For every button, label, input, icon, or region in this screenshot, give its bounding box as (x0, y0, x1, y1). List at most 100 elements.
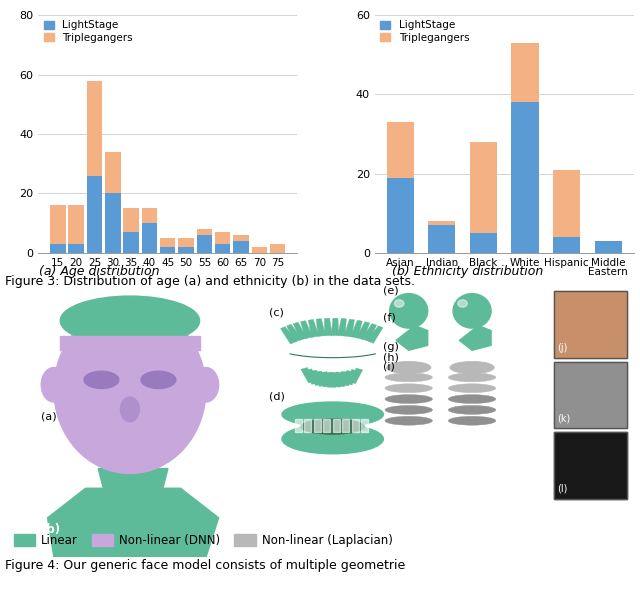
Polygon shape (47, 488, 219, 557)
Bar (333, 419, 340, 432)
Bar (50, 244, 65, 253)
Bar (387, 122, 413, 178)
Bar (196, 235, 212, 253)
Bar (179, 247, 194, 253)
Bar (554, 432, 627, 499)
Ellipse shape (448, 373, 496, 382)
Ellipse shape (385, 373, 433, 382)
Bar (215, 244, 230, 253)
Ellipse shape (448, 395, 496, 404)
Bar (342, 419, 349, 432)
Text: (e): (e) (383, 286, 399, 295)
Text: Ethnicity: Ethnicity (574, 316, 629, 329)
Bar (554, 291, 627, 357)
Bar (553, 237, 580, 253)
Polygon shape (325, 372, 332, 387)
Ellipse shape (193, 367, 219, 402)
Bar (142, 208, 157, 223)
Polygon shape (301, 320, 313, 339)
Polygon shape (293, 322, 307, 340)
Bar (470, 142, 497, 233)
Bar (124, 232, 139, 253)
Polygon shape (362, 323, 376, 341)
Bar (234, 235, 249, 241)
Legend: LightStage, Triplegangers: LightStage, Triplegangers (378, 18, 472, 44)
Polygon shape (99, 468, 168, 493)
Ellipse shape (60, 296, 200, 345)
Bar (314, 419, 321, 432)
Bar (87, 80, 102, 175)
Bar (554, 432, 627, 499)
Polygon shape (338, 319, 346, 336)
Polygon shape (336, 372, 343, 387)
Text: (b) Ethnicity distribution: (b) Ethnicity distribution (392, 265, 543, 278)
Ellipse shape (141, 371, 176, 389)
Ellipse shape (448, 417, 496, 425)
Polygon shape (315, 371, 324, 386)
Ellipse shape (120, 397, 140, 421)
Bar (511, 43, 539, 102)
Polygon shape (356, 322, 370, 340)
Text: (d): (d) (269, 392, 285, 401)
Polygon shape (308, 319, 319, 337)
Ellipse shape (394, 300, 404, 307)
Polygon shape (305, 369, 316, 384)
Ellipse shape (54, 306, 206, 473)
Bar (323, 419, 330, 432)
Ellipse shape (385, 406, 433, 414)
Ellipse shape (450, 361, 494, 374)
Ellipse shape (84, 371, 119, 389)
Text: (a) Age distribution: (a) Age distribution (39, 265, 159, 278)
Ellipse shape (458, 300, 467, 307)
Polygon shape (316, 319, 326, 336)
Bar (68, 205, 84, 244)
Bar (179, 238, 194, 247)
Polygon shape (331, 372, 338, 387)
Ellipse shape (387, 361, 431, 374)
Bar (142, 223, 157, 253)
Bar (387, 178, 413, 253)
Polygon shape (320, 372, 328, 387)
Ellipse shape (301, 419, 364, 434)
Ellipse shape (282, 424, 383, 454)
Text: Age interval (yrs): Age interval (yrs) (156, 300, 253, 310)
Bar (595, 241, 622, 253)
Polygon shape (340, 371, 348, 387)
Text: Figure 3: Distribution of age (a) and ethnicity (b) in the data sets.: Figure 3: Distribution of age (a) and et… (5, 275, 415, 288)
Legend: Linear, Non-linear (DNN), Non-linear (Laplacian): Linear, Non-linear (DNN), Non-linear (La… (9, 529, 397, 551)
Bar (428, 221, 455, 225)
Polygon shape (396, 326, 428, 350)
Ellipse shape (448, 384, 496, 393)
Polygon shape (344, 370, 353, 386)
Text: (b): (b) (41, 523, 60, 535)
Ellipse shape (390, 294, 428, 328)
Polygon shape (310, 370, 319, 385)
Bar (270, 244, 285, 253)
Polygon shape (287, 324, 302, 342)
Bar (124, 208, 139, 232)
Ellipse shape (453, 294, 491, 328)
Legend: LightStage, Triplegangers: LightStage, Triplegangers (42, 18, 135, 44)
Polygon shape (460, 326, 491, 350)
Bar (511, 102, 539, 253)
Bar (105, 152, 120, 194)
Bar (68, 244, 84, 253)
Bar (87, 175, 102, 253)
Ellipse shape (385, 417, 433, 425)
Text: (k): (k) (557, 414, 571, 423)
Bar (470, 233, 497, 253)
Ellipse shape (385, 384, 433, 393)
Bar (554, 362, 627, 428)
Polygon shape (331, 319, 339, 336)
Polygon shape (344, 319, 355, 337)
Bar (50, 205, 65, 244)
Bar (234, 241, 249, 253)
Ellipse shape (41, 367, 67, 402)
Bar (105, 194, 120, 253)
Ellipse shape (448, 406, 496, 414)
Bar (304, 419, 311, 432)
Text: (a): (a) (41, 411, 57, 421)
Ellipse shape (282, 402, 383, 427)
Text: (c): (c) (269, 308, 284, 318)
Polygon shape (280, 326, 297, 344)
